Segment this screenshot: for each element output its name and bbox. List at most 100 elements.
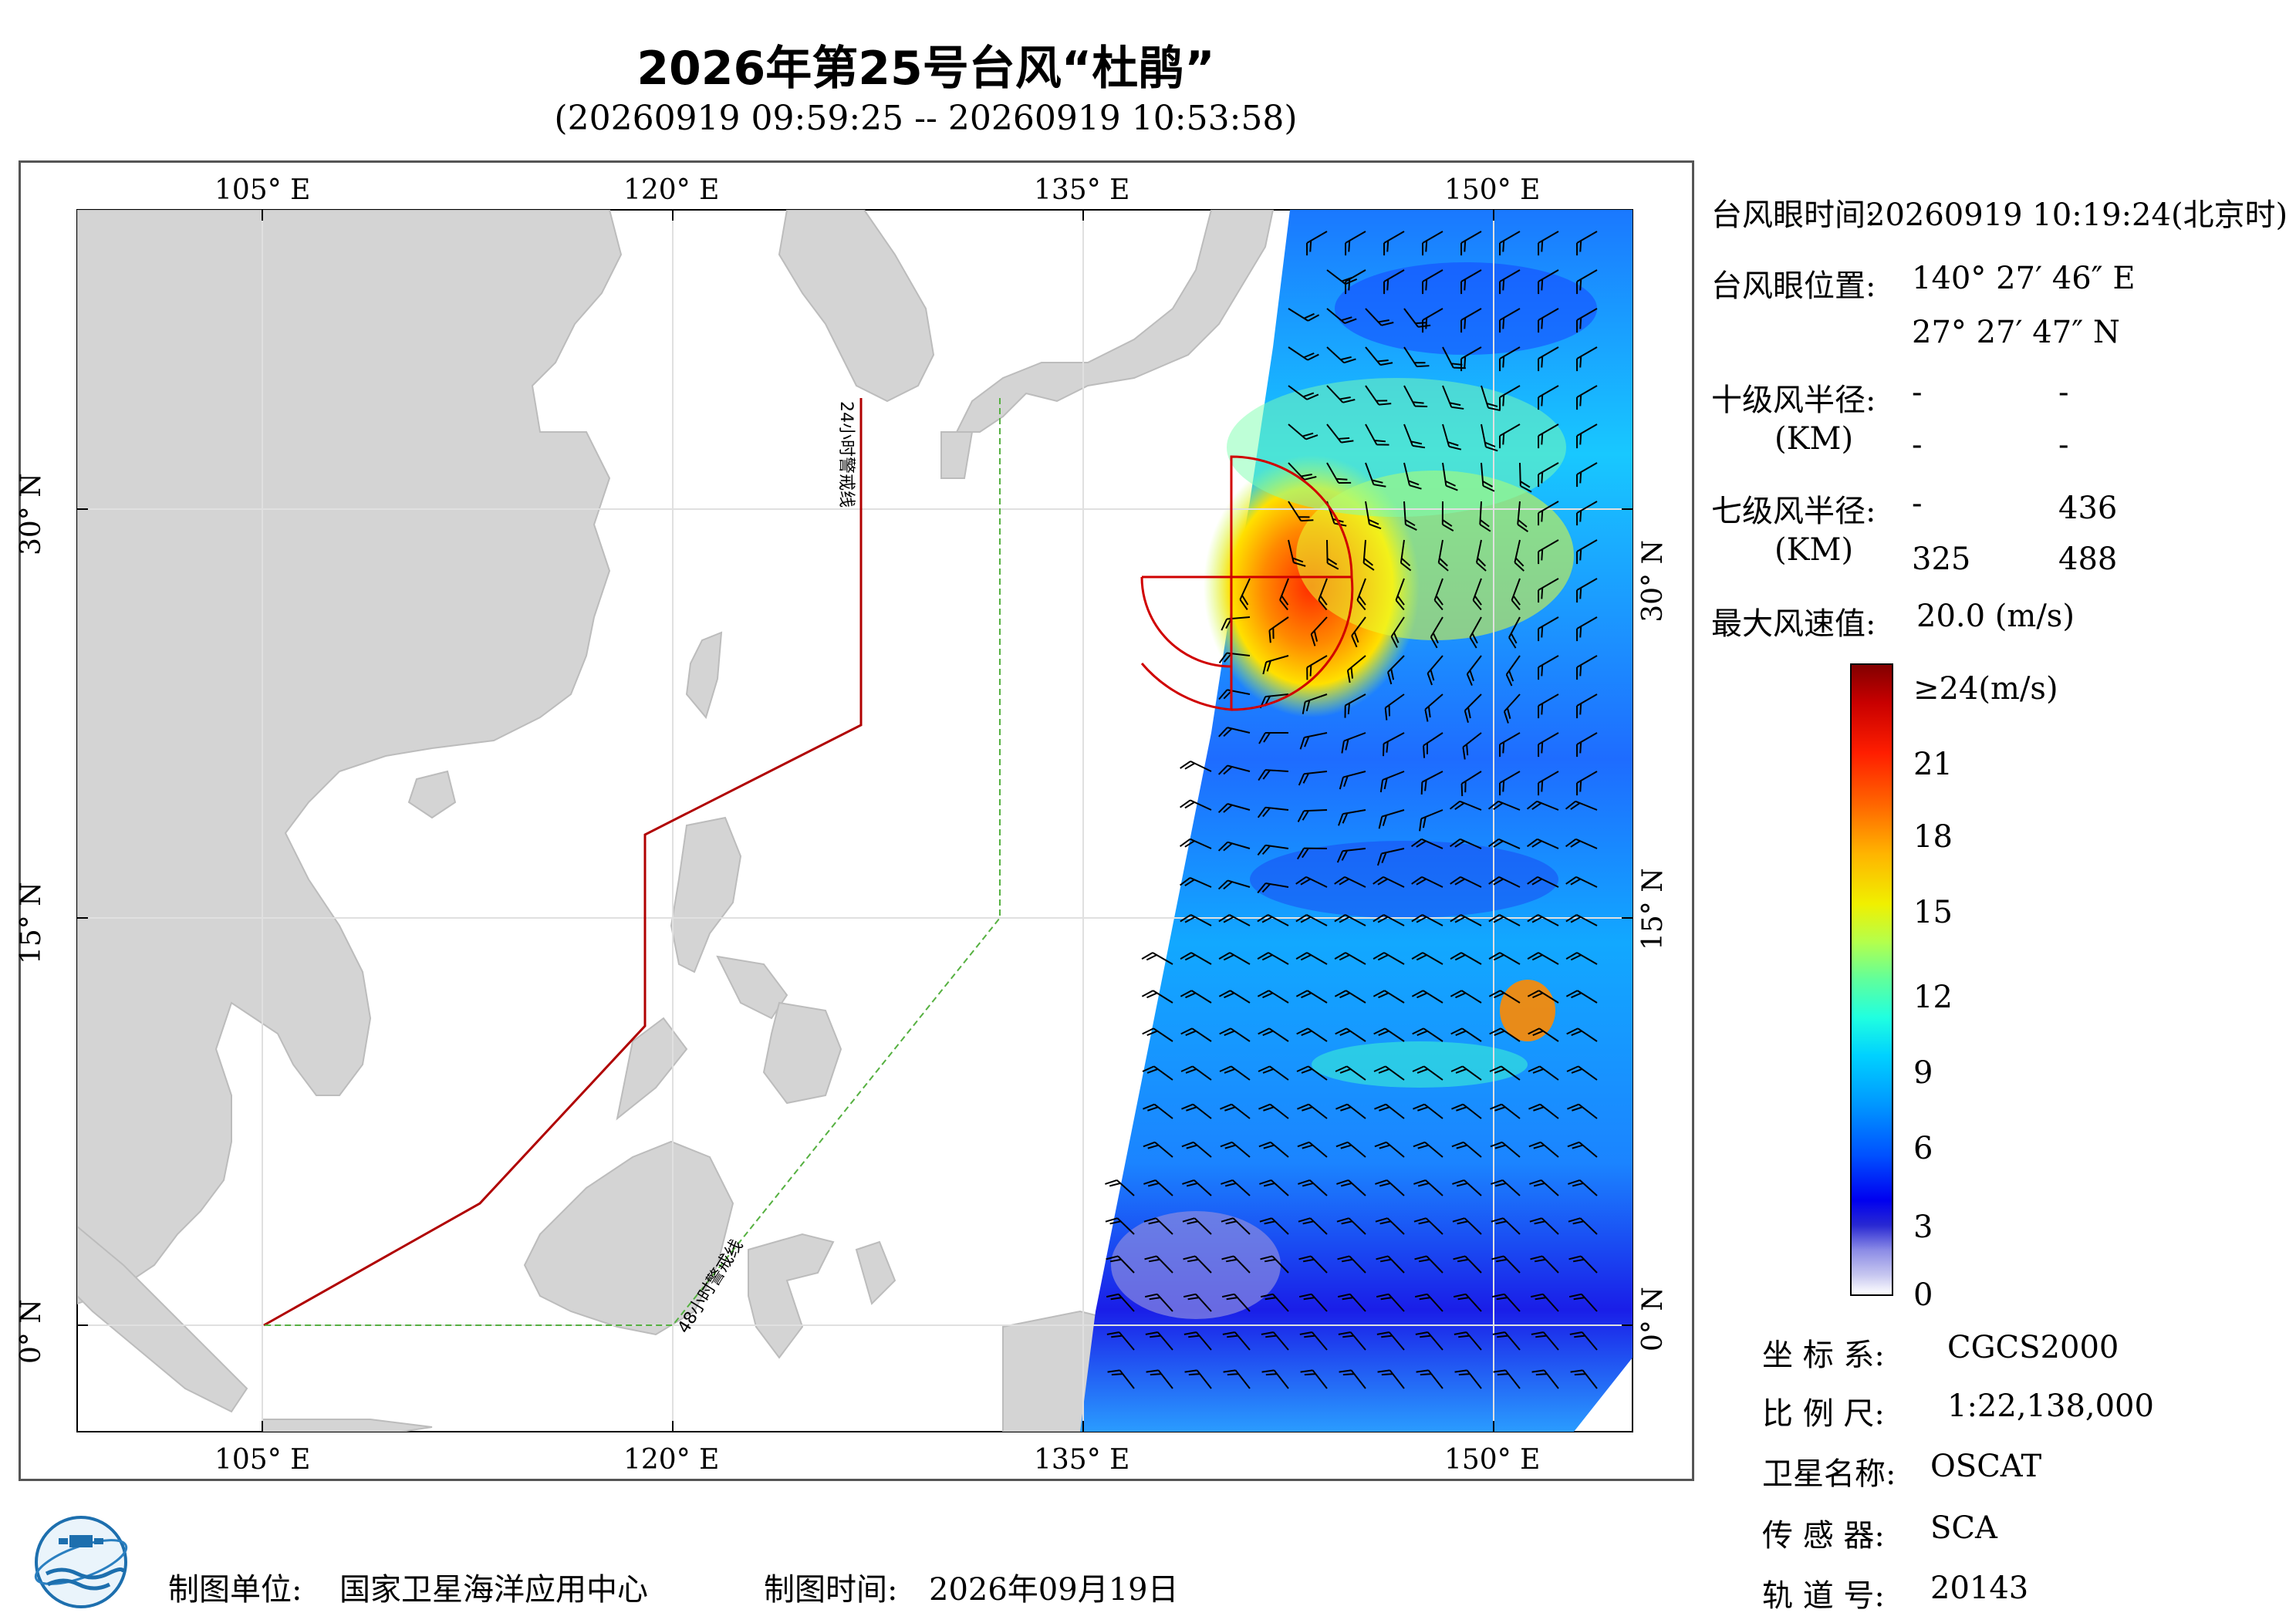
wind-barb	[1106, 1293, 1135, 1312]
wind-barb	[1297, 809, 1328, 822]
wind-barb	[1527, 952, 1559, 965]
wind-barb	[1223, 1369, 1251, 1389]
wind-barb	[1481, 462, 1495, 492]
wind-barb	[1221, 1293, 1251, 1312]
wind-barb	[1416, 1369, 1443, 1389]
wind-barb	[1351, 616, 1366, 648]
wind-barb	[1492, 1331, 1521, 1351]
wind-barb	[1565, 800, 1598, 811]
wind-barb	[1538, 231, 1559, 256]
wind-barb	[1437, 539, 1449, 572]
eye-position-label: 台风眼位置:	[1711, 268, 1876, 304]
r10-unit: (KM)	[1774, 421, 1854, 457]
wind-barb	[1415, 1331, 1443, 1351]
wind-barb	[1570, 1369, 1598, 1389]
wind-barb	[1374, 1141, 1405, 1158]
wind-barb	[1221, 1255, 1251, 1274]
wind-barb	[1460, 269, 1482, 295]
colorbar-label-21: 21	[1913, 747, 1953, 782]
wind-barb	[1488, 914, 1521, 926]
wind-barb	[1565, 952, 1598, 965]
wind-barb	[1576, 346, 1598, 372]
wind-barb	[1528, 1141, 1559, 1158]
wind-barb	[1411, 914, 1443, 926]
wind-barb	[1334, 952, 1366, 965]
r10-value-1: -	[1912, 375, 1923, 410]
wind-barb	[1257, 806, 1289, 818]
wind-barb	[1576, 655, 1598, 680]
wind-barb	[1341, 732, 1366, 754]
wind-barb	[1339, 771, 1366, 790]
wind-barb	[1180, 990, 1212, 1004]
wind-barb	[1487, 800, 1521, 811]
warning-label-24h: 24小时警戒线	[836, 401, 856, 508]
wind-barb	[1489, 1065, 1521, 1081]
wind-barb	[1362, 539, 1375, 571]
wind-barb	[1390, 616, 1405, 648]
wind-barb	[1491, 1255, 1521, 1274]
wind-barb	[1538, 578, 1559, 603]
wind-barb	[1217, 803, 1251, 814]
wind-barb	[1511, 578, 1521, 611]
eye-longitude: 140° 27′ 46″ E	[1912, 261, 2136, 296]
wind-barb	[1180, 760, 1212, 772]
wind-barb	[1566, 1027, 1598, 1042]
wind-barb	[1527, 876, 1559, 888]
wind-barb	[1258, 1027, 1289, 1042]
wind-barb	[1453, 1293, 1482, 1312]
wind-barb	[1182, 1217, 1212, 1235]
wind-barb	[1376, 848, 1405, 866]
lon-label-top-150: 150° E	[1444, 174, 1541, 206]
r7-value-4: 488	[2058, 542, 2118, 577]
wind-barb	[1143, 1179, 1173, 1196]
r7-value-3: 325	[1912, 542, 1971, 577]
sensor-label: 传 感 器:	[1762, 1518, 1885, 1554]
wind-barb	[1295, 990, 1328, 1004]
wind-barb	[1499, 308, 1521, 333]
satellite-label: 卫星名称:	[1762, 1456, 1896, 1492]
axis-ticks	[77, 210, 1633, 1432]
wind-barb	[1258, 732, 1289, 744]
wind-barb	[1257, 844, 1289, 856]
wind-barb	[1257, 952, 1289, 965]
wind-barb	[1383, 231, 1405, 256]
colorbar-label-18: 18	[1913, 819, 1953, 855]
wind-barb	[1338, 1331, 1366, 1351]
wind-barb	[1538, 501, 1559, 526]
wind-barb	[1530, 1255, 1559, 1274]
wind-barb	[1422, 308, 1443, 333]
crs-label: 坐 标 系:	[1762, 1338, 1885, 1373]
lon-label-top-120: 120° E	[623, 174, 720, 206]
colorbar-label-12: 12	[1913, 980, 1953, 1015]
scale-value: 1:22,138,000	[1947, 1388, 2154, 1424]
wind-barb	[1433, 578, 1443, 611]
wind-barb	[1576, 539, 1598, 565]
wind-barb	[1505, 655, 1521, 687]
wind-barb	[1326, 308, 1357, 325]
sensor-value: SCA	[1930, 1510, 1997, 1546]
wind-barb	[1376, 1293, 1405, 1312]
wind-barb	[1335, 1065, 1366, 1081]
wind-barb	[1568, 1179, 1598, 1196]
wind-barb	[1460, 346, 1482, 372]
r7-sector-sw	[1140, 577, 1233, 711]
wind-barb	[1410, 838, 1443, 849]
wind-barb	[1217, 879, 1251, 890]
wind-barb	[1403, 462, 1422, 490]
wind-barb	[1180, 1065, 1212, 1081]
eye-time-label: 台风眼时间:	[1711, 197, 1876, 233]
r10-value-4: -	[2058, 427, 2069, 463]
wind-barb	[1298, 1179, 1328, 1196]
wind-barb	[1261, 1331, 1289, 1351]
colorbar-label-24: ≥24(m/s)	[1913, 671, 2058, 707]
colorbar-label-0: 0	[1913, 1277, 1933, 1313]
wind-barb	[1538, 308, 1559, 333]
wind-barb	[1499, 771, 1521, 796]
wind-barb	[1337, 1293, 1366, 1312]
wind-barb	[1419, 809, 1443, 832]
wind-barb	[1143, 1217, 1173, 1235]
crs-value: CGCS2000	[1947, 1330, 2119, 1365]
date-value: 2026年09月19日	[929, 1572, 1179, 1608]
wind-barb	[1142, 1065, 1173, 1081]
wind-barb	[1218, 990, 1251, 1004]
